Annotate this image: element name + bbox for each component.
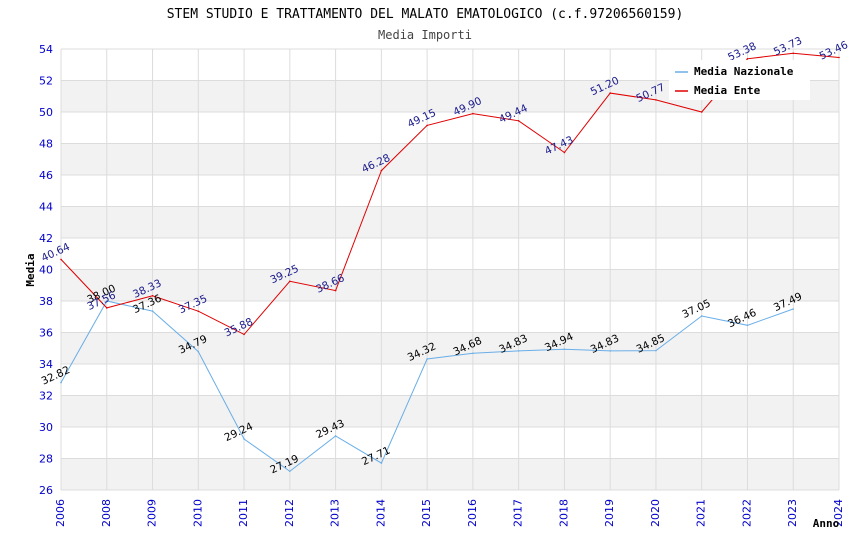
- x-tick-label: 2012: [283, 499, 296, 527]
- data-point: [517, 120, 520, 122]
- grid-band: [61, 206, 839, 238]
- x-tick-label: 2024: [832, 499, 845, 527]
- data-point: [472, 352, 474, 355]
- data-label: 53.46: [818, 39, 850, 63]
- y-tick-label: 44: [39, 201, 53, 214]
- grid-bands: [61, 80, 839, 490]
- data-point: [563, 348, 566, 350]
- data-label: 36.46: [726, 307, 759, 331]
- data-point: [517, 350, 520, 352]
- data-point: [243, 438, 245, 440]
- y-tick-label: 40: [39, 264, 53, 277]
- y-axis-label: Media: [24, 253, 37, 286]
- x-tick-label: 2017: [512, 499, 525, 527]
- x-tick-label: 2019: [603, 499, 616, 527]
- data-point: [380, 462, 383, 464]
- legend-background: [669, 60, 810, 100]
- data-label: 53.73: [772, 35, 804, 59]
- x-tick-label: 2021: [695, 499, 708, 527]
- data-point: [151, 295, 154, 297]
- x-tick-label: 2013: [329, 499, 342, 527]
- x-axis-label: Anno: [813, 517, 840, 530]
- data-point: [105, 300, 108, 302]
- data-point: [105, 307, 108, 309]
- data-point: [426, 124, 428, 127]
- x-tick-label: 2020: [649, 499, 662, 527]
- y-tick-label: 28: [39, 453, 53, 466]
- data-point: [792, 52, 795, 55]
- data-point: [700, 111, 703, 113]
- x-tick-label: 2014: [374, 499, 387, 527]
- x-tick-label: 2018: [557, 499, 570, 527]
- y-tick-label: 48: [39, 138, 53, 151]
- x-tick-label: 2016: [466, 499, 479, 527]
- y-tick-label: 52: [39, 75, 53, 88]
- y-tick-label: 32: [39, 390, 53, 403]
- data-point: [472, 112, 474, 115]
- data-point: [334, 289, 337, 292]
- y-tick-label: 54: [39, 43, 53, 56]
- data-point: [746, 57, 749, 60]
- grid-band: [61, 458, 839, 490]
- legend: Media Nazionale Media Ente: [669, 60, 810, 100]
- y-tick-label: 46: [39, 169, 53, 182]
- data-point: [609, 92, 611, 94]
- grid-band: [61, 332, 839, 364]
- series-line-media-ente: [60, 52, 840, 336]
- grid-band: [61, 143, 839, 175]
- data-point: [655, 349, 657, 352]
- data-point: [289, 280, 291, 283]
- x-tick-label: 2010: [191, 499, 204, 527]
- x-axis-ticks: 2006 2008 2009 2010 2011 2012 2013 2014 2015 2016…: [54, 499, 845, 527]
- data-point: [289, 470, 291, 473]
- data-point: [563, 151, 566, 154]
- y-tick-label: 38: [39, 295, 53, 308]
- y-tick-label: 26: [39, 484, 53, 497]
- data-point: [838, 56, 840, 59]
- y-tick-label: 36: [39, 327, 53, 340]
- x-tick-label: 2023: [786, 499, 799, 527]
- data-point: [380, 169, 383, 172]
- grid-band: [61, 395, 839, 427]
- y-tick-label: 30: [39, 421, 53, 434]
- y-tick-label: 34: [39, 358, 53, 371]
- data-point: [655, 99, 657, 101]
- legend-label-media-ente: Media Ente: [694, 84, 761, 97]
- data-point: [334, 435, 337, 437]
- data-point: [243, 333, 245, 336]
- x-tick-label: 2006: [54, 499, 67, 527]
- data-point: [426, 358, 428, 360]
- data-point: [60, 258, 62, 261]
- x-tick-label: 2015: [420, 499, 433, 527]
- x-tick-label: 2011: [237, 499, 250, 527]
- data-point: [151, 310, 154, 312]
- grid-lines: [60, 48, 840, 491]
- data-point: [746, 324, 749, 327]
- data-point: [197, 350, 200, 353]
- x-tick-label: 2022: [740, 499, 753, 527]
- grid-band: [61, 269, 839, 301]
- x-tick-label: 2009: [146, 499, 159, 527]
- x-tick-label: 2008: [100, 499, 113, 527]
- data-point: [609, 350, 611, 352]
- y-axis-ticks: 26 28 30 32 34 36 38 40 42 44 46 48 50 52 54: [39, 43, 53, 497]
- legend-label-media-nazionale: Media Nazionale: [694, 65, 794, 78]
- chart-subtitle: Media Importi: [378, 28, 472, 42]
- data-point: [700, 315, 703, 317]
- y-tick-label: 42: [39, 232, 53, 245]
- data-point: [197, 310, 200, 313]
- data-point: [792, 308, 795, 310]
- series-lines: [60, 52, 840, 473]
- data-point: [60, 381, 62, 384]
- chart-title: STEM STUDIO E TRATTAMENTO DEL MALATO EMA…: [167, 7, 684, 22]
- y-tick-label: 50: [39, 106, 53, 119]
